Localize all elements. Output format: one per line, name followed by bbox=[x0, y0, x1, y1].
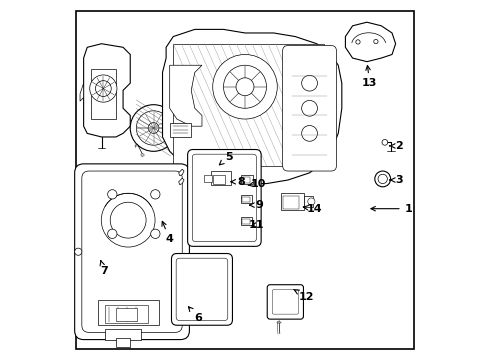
Bar bbox=[243, 177, 250, 183]
Polygon shape bbox=[84, 44, 130, 137]
Polygon shape bbox=[179, 169, 184, 176]
Bar bbox=[105, 305, 148, 323]
FancyBboxPatch shape bbox=[82, 171, 182, 332]
Text: 3: 3 bbox=[390, 175, 403, 185]
Circle shape bbox=[108, 229, 117, 238]
Bar bbox=[277, 322, 281, 323]
FancyBboxPatch shape bbox=[267, 285, 303, 319]
Circle shape bbox=[74, 248, 82, 255]
Text: 5: 5 bbox=[220, 152, 233, 165]
Bar bbox=[116, 308, 137, 320]
Text: 4: 4 bbox=[162, 221, 173, 244]
Circle shape bbox=[151, 229, 160, 238]
Bar bbox=[135, 145, 138, 146]
Bar bbox=[105, 329, 141, 339]
Circle shape bbox=[213, 54, 277, 119]
Circle shape bbox=[108, 190, 117, 199]
Bar bbox=[116, 338, 130, 347]
FancyBboxPatch shape bbox=[172, 253, 232, 325]
Circle shape bbox=[223, 65, 267, 108]
Circle shape bbox=[101, 193, 155, 247]
Circle shape bbox=[382, 139, 388, 145]
Polygon shape bbox=[180, 299, 190, 315]
Bar bbox=[211, 171, 231, 185]
Circle shape bbox=[356, 40, 360, 44]
Text: 6: 6 bbox=[189, 307, 202, 323]
Circle shape bbox=[236, 78, 254, 96]
Bar bbox=[173, 44, 324, 166]
Bar bbox=[187, 205, 190, 206]
Text: 8: 8 bbox=[231, 177, 245, 187]
Bar bbox=[183, 192, 186, 194]
Circle shape bbox=[375, 171, 391, 187]
Polygon shape bbox=[180, 271, 191, 291]
Bar bbox=[283, 196, 299, 209]
Bar bbox=[213, 175, 225, 184]
Polygon shape bbox=[163, 30, 342, 184]
Text: 13: 13 bbox=[362, 66, 377, 88]
Text: 1: 1 bbox=[371, 204, 413, 214]
Bar bbox=[209, 155, 238, 173]
Circle shape bbox=[302, 100, 318, 116]
Bar bbox=[242, 175, 253, 184]
Polygon shape bbox=[179, 178, 184, 185]
Circle shape bbox=[110, 202, 146, 238]
Text: 14: 14 bbox=[303, 204, 322, 214]
FancyBboxPatch shape bbox=[283, 45, 337, 171]
FancyBboxPatch shape bbox=[74, 164, 190, 339]
FancyBboxPatch shape bbox=[192, 154, 256, 242]
Bar bbox=[204, 175, 212, 182]
Polygon shape bbox=[170, 65, 202, 126]
Bar bbox=[213, 158, 232, 171]
Bar bbox=[304, 196, 313, 207]
Circle shape bbox=[151, 190, 160, 199]
Bar bbox=[281, 193, 304, 211]
Text: 11: 11 bbox=[249, 220, 265, 230]
Circle shape bbox=[308, 198, 315, 205]
Circle shape bbox=[148, 123, 159, 134]
Text: 9: 9 bbox=[249, 200, 263, 210]
Text: 12: 12 bbox=[294, 289, 315, 302]
Text: 2: 2 bbox=[390, 141, 403, 151]
Bar bbox=[243, 197, 250, 202]
FancyBboxPatch shape bbox=[176, 258, 228, 320]
Circle shape bbox=[302, 75, 318, 91]
Bar bbox=[141, 154, 144, 156]
Circle shape bbox=[96, 81, 111, 96]
Text: 10: 10 bbox=[248, 179, 266, 189]
Text: 7: 7 bbox=[100, 261, 108, 276]
Polygon shape bbox=[80, 83, 84, 101]
Bar bbox=[98, 300, 159, 325]
FancyBboxPatch shape bbox=[188, 149, 261, 246]
Circle shape bbox=[136, 111, 171, 145]
Circle shape bbox=[378, 174, 388, 184]
Circle shape bbox=[302, 126, 318, 141]
Bar bbox=[242, 195, 252, 203]
FancyBboxPatch shape bbox=[272, 290, 298, 314]
Bar bbox=[170, 123, 191, 137]
Circle shape bbox=[130, 105, 177, 151]
Polygon shape bbox=[345, 22, 395, 62]
Bar bbox=[242, 217, 252, 225]
Bar bbox=[91, 69, 116, 119]
Bar bbox=[243, 219, 250, 224]
Circle shape bbox=[90, 75, 117, 102]
Circle shape bbox=[374, 40, 378, 44]
